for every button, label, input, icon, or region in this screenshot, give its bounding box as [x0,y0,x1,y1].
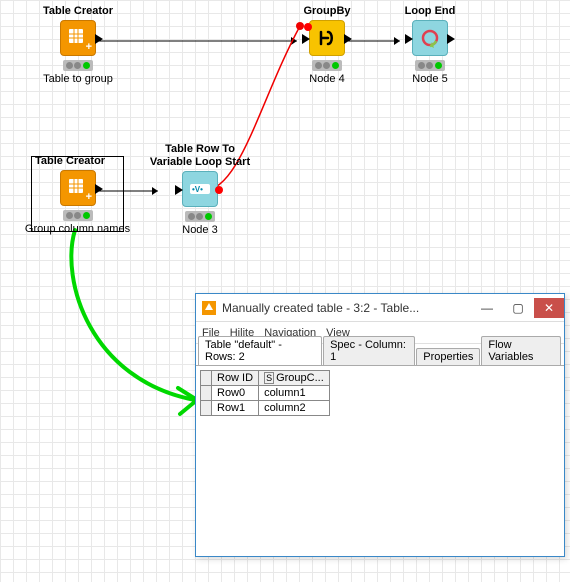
status-traffic-light [415,60,445,71]
plus-icon: + [86,41,92,53]
output-port[interactable] [344,34,352,44]
tab-table-default[interactable]: Table "default" - Rows: 2 [198,336,322,365]
close-button[interactable]: ✕ [534,298,564,318]
variable-input-port[interactable] [304,23,312,31]
data-table-window[interactable]: Manually created table - 3:2 - Table... … [195,293,565,557]
table-row[interactable]: Row0 column1 [201,386,330,401]
status-traffic-light [312,60,342,71]
cell-value: column1 [259,386,330,401]
corner-cell [201,371,212,386]
groupby-icon [309,20,345,56]
input-port[interactable] [175,185,183,195]
loop-start-icon: •V• [182,171,218,207]
tab-properties[interactable]: Properties [416,348,480,365]
table-creator-icon: + [60,20,96,56]
data-table[interactable]: Row ID SGroupC... Row0 column1 Row1 colu… [200,370,330,416]
row-selector[interactable] [201,386,212,401]
node-title: Table Creator [38,5,118,18]
node-title: GroupBy [297,5,357,18]
node-loop-end[interactable]: Loop End Node 5 [400,5,460,85]
status-traffic-light [63,60,93,71]
output-port[interactable] [95,34,103,44]
loop-end-icon [412,20,448,56]
node-label: Node 3 [130,224,270,236]
status-traffic-light [185,211,215,222]
maximize-button[interactable]: ▢ [503,298,533,318]
tab-flow-variables[interactable]: Flow Variables [481,336,561,365]
variable-output-port[interactable] [215,186,223,194]
node-table-creator-1[interactable]: Table Creator + Table to group [38,5,118,85]
window-icon [202,301,216,315]
window-body: Row ID SGroupC... Row0 column1 Row1 colu… [196,366,564,420]
minimize-button[interactable]: — [472,298,502,318]
table-row[interactable]: Row1 column2 [201,401,330,416]
node-title: Loop End [400,5,460,18]
column-header-groupc[interactable]: SGroupC... [259,371,330,386]
plus-icon: + [86,191,92,203]
row-selector[interactable] [201,401,212,416]
node-label: Node 4 [297,73,357,85]
window-titlebar[interactable]: Manually created table - 3:2 - Table... … [196,294,564,322]
status-traffic-light [63,210,93,221]
tab-spec[interactable]: Spec - Column: 1 [323,336,415,365]
output-port[interactable] [95,184,103,194]
window-tabs: Table "default" - Rows: 2 Spec - Column:… [196,344,564,366]
cell-rowid: Row0 [212,386,259,401]
node-loop-start[interactable]: Table Row To Variable Loop Start •V• Nod… [130,143,270,236]
table-creator-icon: + [60,170,96,206]
output-port[interactable] [447,34,455,44]
cell-rowid: Row1 [212,401,259,416]
node-title: Table Creator [35,155,115,168]
node-groupby[interactable]: GroupBy Node 4 [297,5,357,85]
cell-value: column2 [259,401,330,416]
input-port[interactable] [405,34,413,44]
window-title-text: Manually created table - 3:2 - Table... [222,301,471,315]
node-label: Node 5 [400,73,460,85]
node-label: Table to group [38,73,118,85]
column-header-rowid[interactable]: Row ID [212,371,259,386]
node-title: Table Row To Variable Loop Start [130,143,270,169]
input-port[interactable] [302,34,310,44]
node-table-creator-2[interactable]: Table Creator + Group column names [5,155,150,235]
svg-text:•V•: •V• [192,185,203,194]
node-label: Group column names [5,223,150,235]
